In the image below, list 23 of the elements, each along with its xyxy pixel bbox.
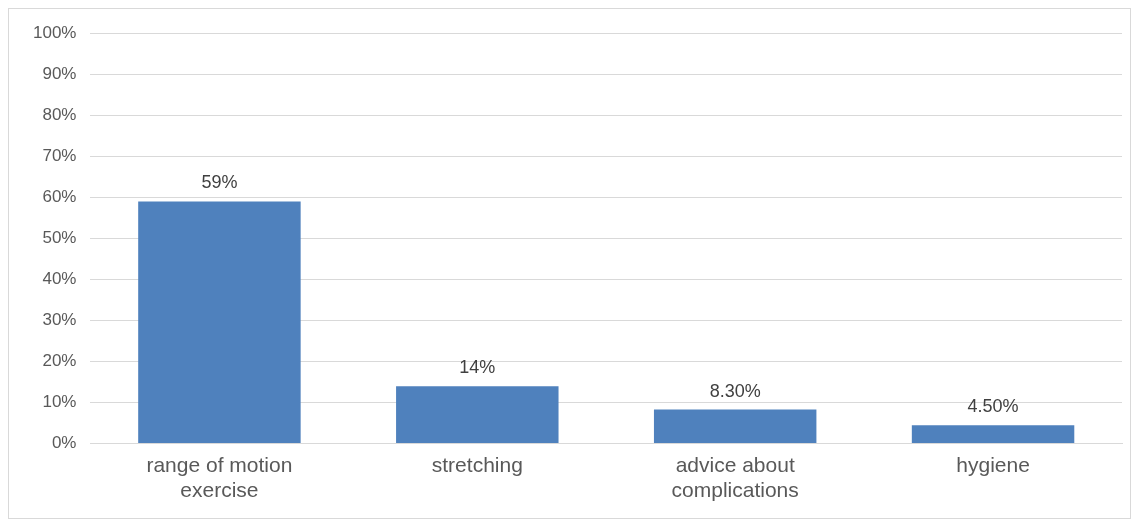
y-tick-label: 50% [42,228,77,248]
y-tick-label: 40% [42,269,77,289]
y-tick-label: 100% [33,22,77,42]
data-label: 8.30% [709,380,761,401]
bar [911,425,1075,444]
y-tick-label: 80% [42,104,77,124]
x-tick-label: stretching [431,453,523,476]
bar [396,386,559,444]
data-label: 4.50% [967,396,1019,417]
x-tick-label: range of motion exercise [146,453,293,502]
bar [653,409,817,444]
y-tick-label: 70% [42,146,77,166]
y-tick-label: 10% [42,392,77,412]
data-label: 59% [201,172,238,193]
x-tick-label: advice about complications [671,453,799,502]
y-tick-label: 0% [51,433,77,453]
y-tick-label: 20% [42,351,77,371]
x-tick-label: hygiene [956,453,1030,476]
y-tick-label: 30% [42,310,77,330]
data-label: 14% [459,357,496,378]
y-tick-label: 90% [42,63,77,83]
bar [138,201,301,444]
y-tick-label: 60% [42,187,77,207]
